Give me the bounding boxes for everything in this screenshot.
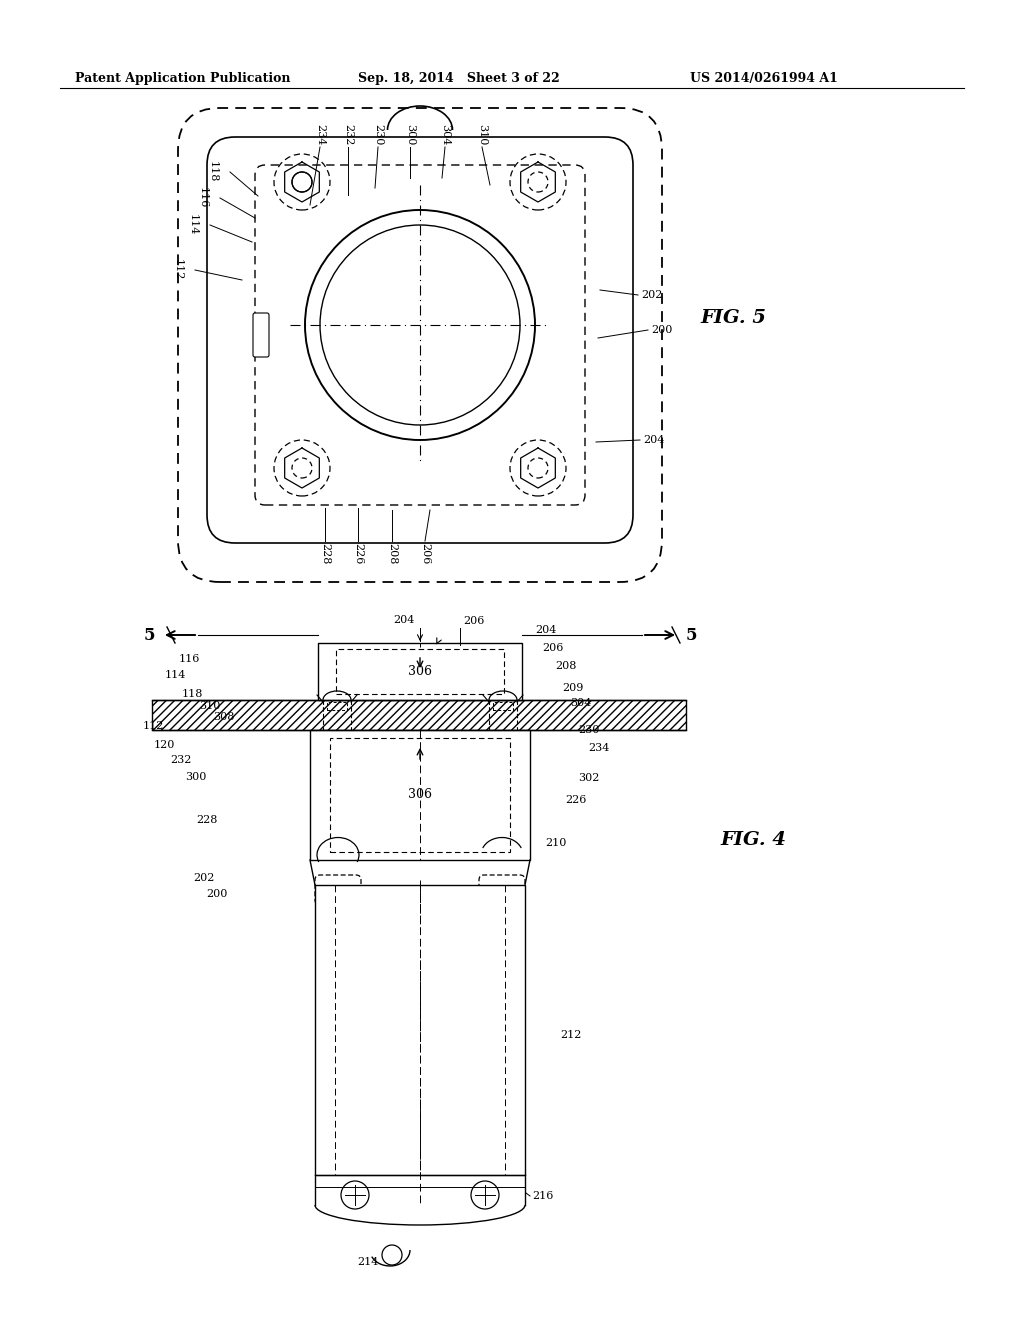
Text: Sep. 18, 2014   Sheet 3 of 22: Sep. 18, 2014 Sheet 3 of 22 <box>358 73 560 84</box>
Text: 5: 5 <box>686 627 697 644</box>
Text: 112: 112 <box>142 721 164 731</box>
Text: 232: 232 <box>171 755 193 766</box>
Text: 230: 230 <box>578 725 599 735</box>
Text: 118: 118 <box>181 689 203 700</box>
Text: 310: 310 <box>477 124 487 145</box>
Circle shape <box>341 1181 369 1209</box>
Bar <box>336 649 504 694</box>
Bar <box>327 702 347 710</box>
Bar <box>315 884 525 1175</box>
FancyBboxPatch shape <box>479 875 525 906</box>
Circle shape <box>471 1181 499 1209</box>
Text: 300: 300 <box>185 772 207 781</box>
Text: 116: 116 <box>198 187 208 209</box>
Text: 226: 226 <box>353 543 362 565</box>
Bar <box>493 702 513 710</box>
Text: 208: 208 <box>387 543 397 565</box>
Text: 208: 208 <box>555 661 577 671</box>
Text: 210: 210 <box>545 838 566 847</box>
Bar <box>330 738 510 851</box>
Text: 118: 118 <box>208 161 218 182</box>
Text: FIG. 4: FIG. 4 <box>720 832 786 849</box>
Text: US 2014/0261994 A1: US 2014/0261994 A1 <box>690 73 838 84</box>
Text: 204: 204 <box>643 436 665 445</box>
Text: 230: 230 <box>373 124 383 145</box>
Text: 206: 206 <box>420 543 430 565</box>
Text: Patent Application Publication: Patent Application Publication <box>75 73 291 84</box>
Text: 204: 204 <box>535 624 556 635</box>
Text: 200: 200 <box>651 325 673 335</box>
Text: 304: 304 <box>570 698 592 708</box>
Bar <box>318 643 522 700</box>
Text: 310: 310 <box>199 701 220 711</box>
Text: 114: 114 <box>188 214 198 236</box>
Text: 232: 232 <box>343 124 353 145</box>
Text: 308: 308 <box>214 711 234 722</box>
Text: 206: 206 <box>542 643 563 653</box>
Text: 112: 112 <box>173 259 183 281</box>
Bar <box>310 730 530 861</box>
Text: 209: 209 <box>562 682 584 693</box>
Text: FIG. 5: FIG. 5 <box>700 309 766 327</box>
Text: 120: 120 <box>154 741 175 750</box>
Text: 234: 234 <box>315 124 325 145</box>
Text: 306: 306 <box>408 665 432 678</box>
Text: 206: 206 <box>463 616 484 626</box>
Text: 228: 228 <box>319 543 330 565</box>
Text: 216: 216 <box>532 1191 553 1201</box>
Bar <box>152 700 686 730</box>
Text: 114: 114 <box>165 671 186 680</box>
Text: 228: 228 <box>197 814 218 825</box>
Text: 234: 234 <box>588 743 609 752</box>
Text: 202: 202 <box>194 873 215 883</box>
Text: 306: 306 <box>408 788 432 801</box>
Text: 226: 226 <box>565 795 587 805</box>
Text: 304: 304 <box>440 124 450 145</box>
Text: 302: 302 <box>578 774 599 783</box>
Text: 214: 214 <box>357 1257 379 1267</box>
Text: 116: 116 <box>178 653 200 664</box>
Text: 212: 212 <box>560 1030 582 1040</box>
Text: 300: 300 <box>406 124 415 145</box>
FancyBboxPatch shape <box>253 313 269 356</box>
Text: 204: 204 <box>393 615 415 624</box>
Text: 202: 202 <box>641 290 663 300</box>
Text: 5: 5 <box>143 627 155 644</box>
FancyBboxPatch shape <box>315 875 361 906</box>
Text: 200: 200 <box>207 888 228 899</box>
